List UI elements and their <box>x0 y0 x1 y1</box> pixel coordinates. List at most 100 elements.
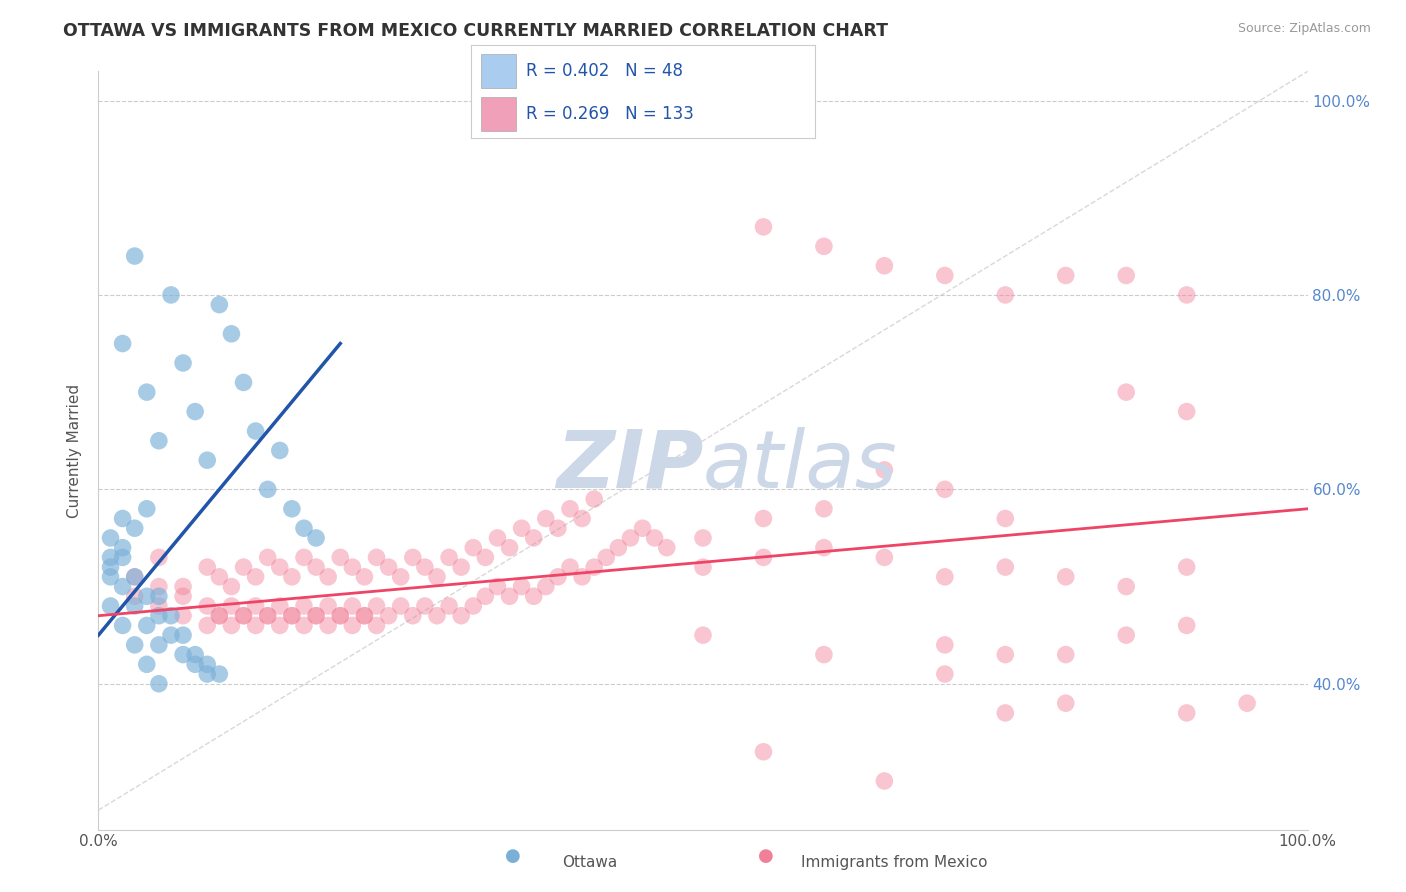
Point <box>148 434 170 448</box>
Point <box>111 550 134 565</box>
Point <box>292 550 315 565</box>
Point <box>534 580 557 594</box>
Point <box>281 570 304 584</box>
Point <box>1115 385 1137 400</box>
Point <box>135 657 157 672</box>
Point <box>124 249 146 263</box>
Point <box>148 580 170 594</box>
Point <box>534 511 557 525</box>
Point <box>281 608 304 623</box>
Point <box>292 618 315 632</box>
Point <box>1115 268 1137 283</box>
Point <box>124 570 146 584</box>
Point <box>256 608 278 623</box>
Point <box>426 608 449 623</box>
Point <box>256 550 278 565</box>
Point <box>184 648 207 662</box>
Point <box>1054 696 1077 710</box>
Point <box>221 326 243 341</box>
Point <box>873 259 896 273</box>
Point <box>873 463 896 477</box>
Point <box>437 550 460 565</box>
Point <box>510 521 533 535</box>
Point <box>655 541 678 555</box>
Point <box>1236 696 1258 710</box>
Point <box>644 531 666 545</box>
Point <box>1054 648 1077 662</box>
Point <box>269 560 291 574</box>
Point <box>111 618 134 632</box>
Point <box>232 376 254 390</box>
Point <box>221 599 243 613</box>
Point <box>1175 618 1198 632</box>
Point <box>208 298 231 312</box>
Point <box>148 638 170 652</box>
Point <box>994 511 1017 525</box>
Point <box>366 550 388 565</box>
Point <box>232 560 254 574</box>
Point <box>873 550 896 565</box>
Text: ZIP: ZIP <box>555 426 703 505</box>
Point <box>135 501 157 516</box>
Point <box>366 599 388 613</box>
Point <box>377 560 399 574</box>
Point <box>353 608 375 623</box>
Point <box>292 521 315 535</box>
Point <box>100 550 122 565</box>
Point <box>510 580 533 594</box>
Text: Source: ZipAtlas.com: Source: ZipAtlas.com <box>1237 22 1371 36</box>
Point <box>558 560 581 574</box>
Point <box>124 521 146 535</box>
Point <box>934 483 956 497</box>
Point <box>353 608 375 623</box>
Point <box>232 608 254 623</box>
Point <box>329 608 352 623</box>
Point <box>474 550 496 565</box>
Point <box>463 599 485 613</box>
Point <box>195 599 218 613</box>
Point <box>172 648 194 662</box>
Point <box>305 560 328 574</box>
Text: ●: ● <box>505 847 522 865</box>
Point <box>342 618 364 632</box>
Point <box>994 706 1017 720</box>
Point <box>1175 560 1198 574</box>
Point <box>135 385 157 400</box>
Point <box>547 570 569 584</box>
Point <box>1175 706 1198 720</box>
Point <box>111 336 134 351</box>
Point <box>269 618 291 632</box>
Point <box>172 580 194 594</box>
Point <box>813 648 835 662</box>
Point <box>111 541 134 555</box>
Point <box>316 599 339 613</box>
Text: atlas: atlas <box>703 426 898 505</box>
Text: OTTAWA VS IMMIGRANTS FROM MEXICO CURRENTLY MARRIED CORRELATION CHART: OTTAWA VS IMMIGRANTS FROM MEXICO CURRENT… <box>63 22 889 40</box>
Point <box>752 550 775 565</box>
Point <box>437 599 460 613</box>
Point <box>498 541 520 555</box>
Point <box>160 288 183 302</box>
Point <box>100 599 122 613</box>
Point <box>184 404 207 418</box>
Point <box>486 580 509 594</box>
Point <box>450 560 472 574</box>
Point <box>583 560 606 574</box>
Point <box>208 608 231 623</box>
Point <box>377 608 399 623</box>
Point <box>184 657 207 672</box>
Point <box>208 608 231 623</box>
Point <box>547 521 569 535</box>
Point <box>353 570 375 584</box>
Point <box>195 453 218 467</box>
Point <box>692 628 714 642</box>
Point <box>100 560 122 574</box>
Point <box>305 608 328 623</box>
Point <box>752 511 775 525</box>
Point <box>269 443 291 458</box>
Point <box>463 541 485 555</box>
Point <box>595 550 617 565</box>
Point <box>172 628 194 642</box>
Point <box>148 608 170 623</box>
Point <box>450 608 472 623</box>
